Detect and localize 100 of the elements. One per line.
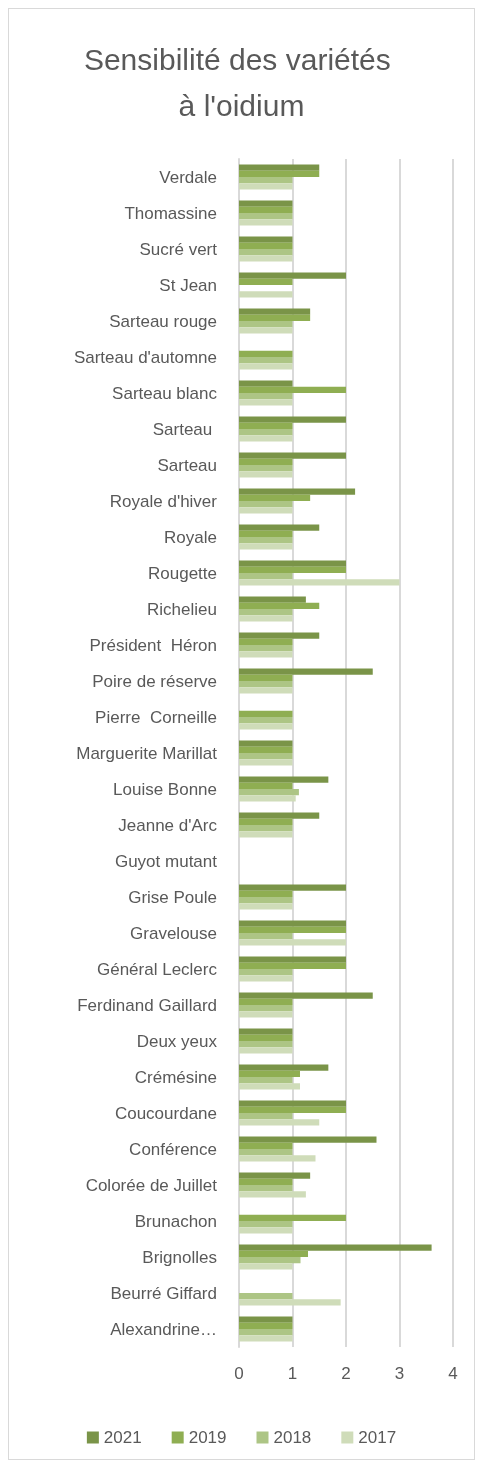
- bar: [239, 1293, 293, 1300]
- bar: [239, 164, 320, 171]
- bar: [239, 998, 293, 1005]
- y-tick-label: Louise Bonne: [113, 779, 217, 799]
- x-tick-label: 0: [234, 1364, 244, 1383]
- bar: [239, 1250, 309, 1257]
- y-tick-label: Marguerite Marillat: [76, 743, 218, 763]
- y-tick-label: Sucré vert: [139, 239, 218, 259]
- y-tick-label: Guyot mutant: [114, 851, 218, 871]
- bar: [239, 1047, 293, 1054]
- y-tick-label: Alexandrine…: [110, 1319, 217, 1339]
- bar: [239, 291, 293, 298]
- bar: [239, 363, 293, 370]
- bar: [239, 897, 293, 904]
- y-tick-label: Verdale: [159, 167, 217, 187]
- bar: [239, 170, 320, 177]
- bar: [239, 1028, 293, 1035]
- bar: [239, 560, 346, 567]
- bar: [239, 1136, 377, 1143]
- bar: [239, 782, 293, 789]
- bar: [239, 566, 346, 573]
- y-tick-label: Brignolles: [142, 1247, 217, 1267]
- bar: [239, 242, 293, 249]
- y-tick-label: Jeanne d'Arc: [118, 815, 218, 835]
- bar: [239, 494, 311, 501]
- x-tick-label: 2: [341, 1364, 351, 1383]
- bar: [239, 471, 293, 478]
- bar: [239, 255, 293, 262]
- bar: [239, 1083, 300, 1090]
- bar: [239, 200, 293, 207]
- bar: [239, 1041, 293, 1048]
- y-tick-label: Richelieu: [147, 599, 217, 619]
- y-tick-label: Général Leclerc: [96, 959, 218, 979]
- bar: [239, 1322, 293, 1329]
- bar: [239, 206, 293, 213]
- bar: [239, 812, 320, 819]
- bar: [239, 1100, 346, 1107]
- bar: [239, 272, 346, 279]
- y-tick-label: Gravelouse: [130, 923, 217, 943]
- bar: [239, 380, 293, 387]
- bar: [239, 573, 293, 580]
- y-tick-label: Sarteau d'automne: [73, 347, 217, 367]
- bar: [239, 1005, 293, 1012]
- bar: [239, 1335, 293, 1342]
- bar: [239, 435, 293, 442]
- legend-label: 2021: [103, 1428, 142, 1447]
- y-tick-label: Sarteau: [157, 455, 217, 475]
- bar: [239, 183, 293, 190]
- bar: [239, 1244, 432, 1251]
- bar: [239, 920, 346, 927]
- bar: [239, 975, 293, 982]
- bar: [239, 903, 293, 910]
- y-tick-label: Brunachon: [134, 1211, 217, 1231]
- bar: [239, 357, 293, 364]
- bar: [239, 609, 293, 616]
- bar: [239, 668, 373, 675]
- y-tick-label: Conférence: [129, 1139, 217, 1159]
- bar: [239, 651, 293, 658]
- y-tick-label: Royale: [164, 527, 217, 547]
- bar: [239, 278, 293, 285]
- bar: [239, 399, 293, 406]
- bar: [239, 1113, 293, 1120]
- chart-title: Sensibilité des variétés à l'oidium: [83, 42, 400, 122]
- y-tick-label: Sarteau: [152, 419, 217, 439]
- bar: [239, 350, 293, 357]
- bar: [239, 632, 320, 639]
- legend-label: 2017: [358, 1428, 397, 1447]
- y-tick-label: Beurré Giffard: [110, 1283, 217, 1303]
- y-tick-label: Colorée de Juillet: [85, 1175, 218, 1195]
- bar: [239, 1227, 293, 1234]
- bar: [239, 992, 373, 999]
- bar: [239, 1064, 329, 1071]
- bar: [239, 393, 293, 400]
- bar: [239, 1070, 300, 1077]
- bar: [239, 452, 346, 459]
- bar: [239, 488, 356, 495]
- bar: [239, 818, 293, 825]
- bar: [239, 687, 293, 694]
- bar: [239, 327, 293, 334]
- bar: [239, 926, 346, 933]
- y-tick-label: Président Héron: [89, 635, 217, 655]
- x-tick-label: 1: [287, 1364, 298, 1383]
- bar: [239, 753, 293, 760]
- bar: [239, 710, 293, 717]
- bar: [239, 465, 293, 472]
- bar: [239, 1178, 293, 1185]
- bar: [239, 1214, 346, 1221]
- bar: [239, 1077, 293, 1084]
- bar: [239, 759, 293, 766]
- bar: [239, 1185, 293, 1192]
- bar: [239, 1316, 293, 1323]
- bar: [239, 956, 346, 963]
- bar: [239, 1263, 293, 1270]
- bar: [239, 530, 293, 537]
- bar: [239, 1011, 293, 1018]
- bar: [239, 321, 293, 328]
- legend-label: 2019: [188, 1428, 227, 1447]
- y-tick-label: Grise Poule: [128, 887, 217, 907]
- bar: [239, 213, 293, 220]
- bar: [239, 429, 293, 436]
